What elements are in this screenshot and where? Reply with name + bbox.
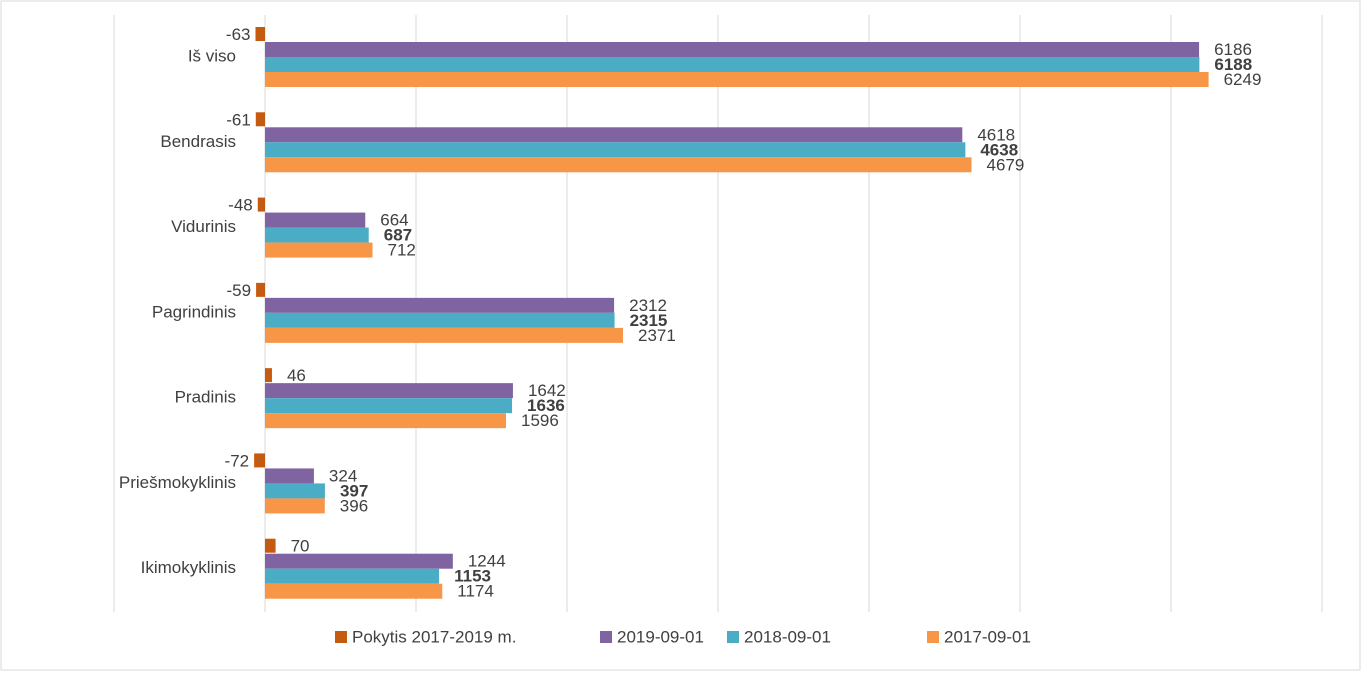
bar (265, 297, 615, 313)
value-label: 1636 (527, 396, 565, 415)
bar (265, 42, 1200, 57)
value-label: 712 (388, 241, 416, 260)
value-label: 1244 (468, 552, 506, 571)
bar (255, 27, 265, 41)
value-label: 2315 (630, 311, 668, 330)
bar (265, 312, 615, 328)
bar (265, 538, 276, 553)
category-label: Vidurinis (171, 217, 236, 236)
value-label: 6249 (1224, 70, 1262, 89)
legend-swatch (335, 631, 347, 643)
bar (265, 72, 1209, 87)
legend-swatch (600, 631, 612, 643)
value-label: 2312 (629, 296, 667, 315)
bar (265, 157, 972, 173)
bar (255, 112, 265, 127)
value-label: 4638 (980, 140, 1018, 159)
category-label: Priešmokyklinis (119, 473, 236, 492)
value-label: 6188 (1214, 55, 1252, 74)
value-label: 70 (291, 537, 310, 556)
bar (265, 142, 966, 158)
legend-label: 2018-09-01 (744, 627, 831, 646)
value-label: -61 (226, 110, 251, 129)
legend-label: 2019-09-01 (617, 627, 704, 646)
bar (265, 498, 325, 514)
value-label: 1596 (521, 411, 559, 430)
bar (257, 197, 265, 212)
value-label: 396 (340, 496, 368, 515)
bar (265, 127, 963, 143)
bar (265, 212, 366, 228)
value-label: 687 (384, 226, 412, 245)
value-label: -63 (226, 25, 251, 44)
bar (265, 553, 453, 569)
value-label: 2371 (638, 326, 676, 345)
value-label: -59 (227, 281, 252, 300)
value-label: -72 (225, 451, 250, 470)
value-label: 324 (329, 466, 357, 485)
category-label: Pagrindinis (152, 302, 236, 321)
bar (265, 57, 1200, 72)
value-label: 397 (340, 481, 368, 500)
legend-swatch (727, 631, 739, 643)
value-label: 6186 (1214, 40, 1252, 59)
value-label: 46 (287, 366, 306, 385)
category-label: Ikimokyklinis (141, 558, 236, 577)
bar (265, 227, 369, 243)
bar (265, 413, 506, 429)
value-label: 4679 (987, 155, 1025, 174)
value-label: 1153 (454, 567, 491, 586)
bar (265, 483, 325, 499)
value-label: 1174 (457, 582, 494, 601)
bar (265, 568, 440, 584)
bar (265, 468, 314, 484)
value-label: 4618 (977, 125, 1015, 144)
bar (265, 368, 272, 383)
bar (265, 383, 513, 399)
bar (265, 242, 373, 258)
bar (265, 327, 624, 343)
legend-label: 2017-09-01 (944, 627, 1031, 646)
legend-label: Pokytis 2017-2019 m. (352, 627, 516, 646)
legend-swatch (927, 631, 939, 643)
bar (265, 398, 513, 414)
bar (265, 583, 443, 599)
category-label: Iš viso (188, 46, 236, 65)
value-label: 664 (380, 211, 408, 230)
category-label: Bendrasis (160, 132, 236, 151)
value-label: 1642 (528, 381, 566, 400)
bar (256, 282, 265, 297)
bar (254, 453, 265, 468)
category-label: Pradinis (175, 388, 236, 407)
value-label: -48 (228, 196, 253, 215)
